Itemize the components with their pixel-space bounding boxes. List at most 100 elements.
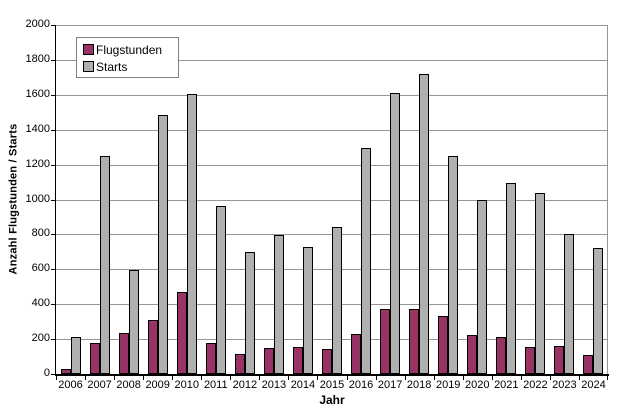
plot-area	[56, 25, 608, 374]
bar-starts-2022	[535, 192, 546, 374]
x-tick-mark	[434, 376, 435, 380]
y-tick-label: 1200	[25, 157, 50, 170]
y-tick-mark	[51, 339, 55, 341]
gridline	[56, 129, 608, 131]
x-tick-label: 2010	[174, 379, 199, 391]
category-group-2007	[85, 25, 114, 374]
y-tick-label: 0	[43, 367, 50, 379]
y-tick-mark	[51, 269, 55, 271]
bar-starts-2011	[215, 205, 226, 374]
gridline	[56, 164, 608, 166]
x-tick-mark	[114, 376, 115, 380]
bar-flugstunden-2016	[351, 333, 362, 374]
bar-flugstunden-2006	[60, 368, 71, 374]
bar-starts-2024	[593, 248, 604, 374]
gridline	[56, 59, 608, 61]
x-tick-label: 2018	[406, 379, 432, 391]
bar-flugstunden-2009	[147, 319, 158, 374]
x-tick-label: 2021	[494, 379, 519, 391]
category-group-2022	[521, 25, 550, 374]
x-tick-label: 2020	[465, 379, 490, 391]
x-tick-mark	[259, 376, 260, 380]
category-group-2023	[550, 25, 579, 374]
x-axis-tick-marks	[56, 376, 608, 380]
bar-flugstunden-2011	[205, 343, 216, 374]
x-tick-label: 2022	[523, 379, 548, 391]
starts-swatch-icon	[83, 61, 94, 72]
y-tick-label: 1400	[25, 122, 50, 135]
x-tick-mark	[579, 376, 580, 380]
category-group-2021	[492, 25, 521, 374]
y-tick-label: 600	[31, 262, 50, 275]
bar-starts-2010	[186, 93, 197, 374]
category-group-2015	[317, 25, 346, 374]
x-tick-mark	[172, 376, 173, 380]
bar-flugstunden-2014	[292, 346, 303, 374]
y-tick-mark	[51, 25, 55, 26]
y-tick-label: 400	[31, 297, 50, 310]
category-group-2024	[579, 25, 608, 374]
x-tick-mark	[376, 376, 377, 380]
x-tick-label: 2006	[58, 379, 83, 391]
bar-flugstunden-2023	[554, 346, 565, 374]
x-axis-line	[55, 374, 609, 376]
category-group-2020	[463, 25, 492, 374]
bar-flugstunden-2024	[583, 354, 594, 374]
x-axis-tick-labels: 2006 2007 2008 2009 2010 2011 2012 2013 2014 2015…	[56, 379, 608, 393]
y-tick-mark	[51, 164, 55, 166]
y-tick-label: 1000	[25, 192, 50, 205]
x-tick-mark	[347, 376, 348, 380]
bar-flugstunden-2013	[263, 347, 274, 374]
bar-starts-2019	[448, 155, 459, 374]
x-tick-mark	[201, 376, 202, 380]
bar-starts-2020	[477, 199, 488, 374]
x-tick-label: 2015	[319, 379, 345, 391]
bar-flugstunden-2007	[89, 343, 100, 374]
category-group-2019	[434, 25, 463, 374]
bar-flugstunden-2012	[234, 353, 245, 374]
y-tick-label: 1600	[25, 87, 50, 100]
bar-starts-2016	[361, 148, 372, 374]
y-tick-mark	[51, 199, 55, 201]
category-group-2016	[347, 25, 376, 374]
x-tick-label: 2016	[348, 379, 374, 391]
x-tick-label: 2024	[581, 379, 606, 391]
bar-starts-2013	[273, 235, 284, 374]
category-group-2006	[56, 25, 85, 374]
x-tick-mark	[521, 376, 522, 380]
x-tick-mark	[56, 376, 57, 380]
y-tick-mark	[51, 374, 55, 375]
x-tick-mark	[85, 376, 86, 380]
category-group-2008	[114, 25, 143, 374]
bar-starts-2006	[70, 337, 81, 374]
bar-starts-2018	[419, 73, 430, 374]
x-tick-mark	[317, 376, 318, 380]
y-tick-mark	[51, 59, 55, 61]
x-tick-label: 2009	[145, 379, 170, 391]
y-tick-label: 2000	[25, 18, 50, 30]
bar-starts-2015	[331, 227, 342, 374]
category-group-2011	[201, 25, 230, 374]
bar-flugstunden-2017	[380, 309, 391, 374]
category-group-2018	[405, 25, 434, 374]
y-axis-tick-labels: 0 200 400 600 800 1000 1200 1400 1600 1800 2000	[0, 18, 50, 379]
bar-starts-2008	[128, 270, 139, 374]
x-axis-title: Jahr	[319, 393, 345, 407]
bar-starts-2017	[390, 93, 401, 374]
bar-starts-2012	[244, 251, 255, 374]
y-tick-mark	[51, 94, 55, 96]
y-tick-mark	[51, 234, 55, 236]
y-tick-mark	[51, 304, 55, 306]
x-tick-mark	[463, 376, 464, 380]
bar-starts-2007	[99, 155, 110, 374]
x-tick-label: 2013	[261, 379, 287, 391]
gridline	[56, 25, 608, 26]
legend-entry-flugstunden: Flugstunden	[83, 42, 173, 57]
y-axis-line	[55, 25, 56, 375]
category-group-2010	[172, 25, 201, 374]
bar-flugstunden-2018	[409, 308, 420, 374]
category-group-2009	[143, 25, 172, 374]
y-tick-label: 800	[31, 227, 50, 240]
bar-flugstunden-2021	[496, 337, 507, 374]
flugstunden-swatch-icon	[83, 44, 94, 55]
